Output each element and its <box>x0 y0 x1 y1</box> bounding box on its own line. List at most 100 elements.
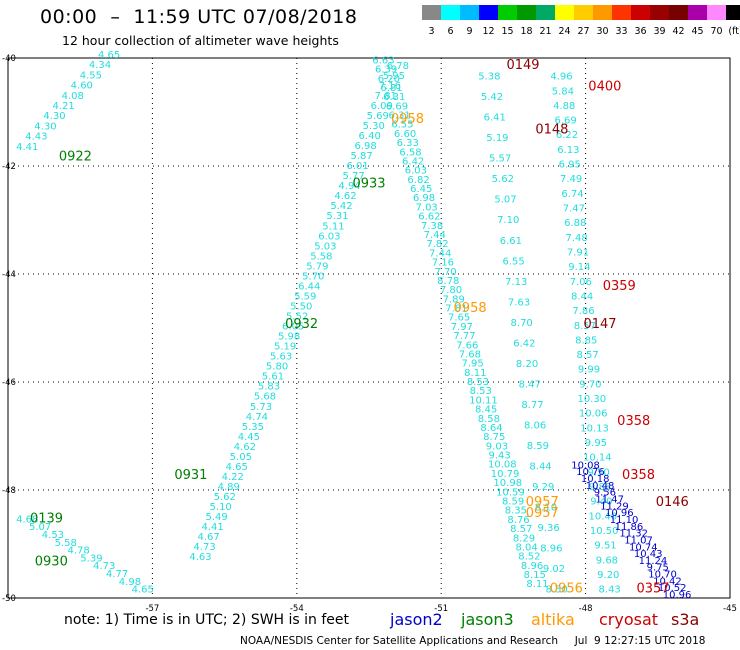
wave-height-value: 6.58 <box>399 147 421 158</box>
wave-height-value: 7.86 <box>572 306 594 317</box>
colorbar-label: 21 <box>539 26 551 37</box>
colorbar-swatch <box>460 5 479 20</box>
wave-height-value: 4.60 <box>71 81 93 92</box>
page-subtitle: 12 hour collection of altimeter wave hei… <box>62 33 339 48</box>
pass-time-label: 0957 <box>526 495 559 510</box>
wave-height-value: 6.82 <box>407 175 429 186</box>
wave-height-value: 9.50 <box>588 467 610 478</box>
wave-height-value: 8.77 <box>521 400 543 411</box>
colorbar-swatch <box>612 5 631 20</box>
wave-height-value: 8.15 <box>524 570 546 581</box>
track-jason2: 10.0810.7610.1810.489.5611.4711.2910.961… <box>571 460 691 601</box>
axis-tick-layer: -57 -54 -51 -48 -45 -40 -42 -44 -46 -48 -50 <box>2 54 737 614</box>
pass-time-label: 0358 <box>617 414 650 429</box>
wave-height-value: 10.30 <box>577 394 606 405</box>
wave-height-value: 4.89 <box>218 482 240 493</box>
wave-height-value: 4.21 <box>52 101 74 112</box>
wave-height-value: 10.70 <box>648 570 677 581</box>
wave-height-value: 9.03 <box>486 441 508 452</box>
y-tick-label: -42 <box>2 162 16 172</box>
wave-height-value: 4.22 <box>222 472 244 483</box>
wave-height-value: 7.06 <box>570 277 592 288</box>
wave-height-value: 8.57 <box>510 524 532 535</box>
wave-height-value: 9.51 <box>594 541 616 552</box>
colorbar-label: 42 <box>672 26 684 37</box>
wave-height-value: 4.65 <box>132 585 154 596</box>
wave-height-value: 4.68 <box>16 514 38 525</box>
wave-height-value: 7.89 <box>443 294 465 305</box>
satellite-legend: jason2 jason3 altika cryosat s3a <box>389 610 699 629</box>
wave-height-value: 7.81 <box>375 91 397 102</box>
wave-height-value: 5.59 <box>294 291 316 302</box>
wave-height-value: 5.19 <box>486 133 508 144</box>
grid-lines <box>8 58 730 598</box>
wave-height-value: 8.53 <box>470 386 492 397</box>
wave-height-value: 5.87 <box>350 151 372 162</box>
wave-height-value: 5.62 <box>492 174 514 185</box>
pass-time-label: 0956 <box>550 582 583 597</box>
legend-jason2: jason2 <box>389 610 443 629</box>
colorbar-label: 70 <box>710 26 722 37</box>
pass-time-label: 0357 <box>636 582 669 597</box>
wave-height-value: 7.13 <box>505 277 527 288</box>
wave-height-value: 10.40 <box>588 511 617 522</box>
colorbar-swatch <box>707 5 726 20</box>
wave-height-value: 7.16 <box>432 258 454 269</box>
wave-height-value: 10.76 <box>576 467 605 478</box>
wave-height-value: 9.70 <box>579 379 601 390</box>
pass-time-label: 0146 <box>656 495 689 510</box>
pass-time-label: 0358 <box>622 468 655 483</box>
x-tick-label: -54 <box>290 604 304 614</box>
wave-height-value: 6.81 <box>380 83 402 94</box>
wave-height-value: 7.97 <box>451 322 473 333</box>
page-title: 00:00 – 11:59 UTC 07/08/2018 <box>40 6 358 28</box>
wave-height-value: 5.84 <box>552 86 574 97</box>
wave-height-value: 6.74 <box>561 189 583 200</box>
wave-height-value: 9.14 <box>568 262 590 273</box>
track-0930: 4.685.074.535.584.785.394.734.774.984.65 <box>16 514 154 595</box>
wave-height-value: 7.66 <box>456 340 478 351</box>
wave-height-value: 4.63 <box>189 552 211 563</box>
colorbar-label: (ft) <box>728 26 740 37</box>
colorbar-label: 18 <box>520 26 532 37</box>
wave-height-value: 8.43 <box>599 585 621 596</box>
wave-height-value: 6.13 <box>557 145 579 156</box>
wave-height-value: 8.96 <box>540 544 562 555</box>
wave-height-value: 8.04 <box>516 542 538 553</box>
wave-height-value: 5.80 <box>266 362 288 373</box>
wave-height-value: 8.70 <box>511 318 533 329</box>
colorbar-swatch <box>422 5 441 20</box>
wave-height-value: 4.41 <box>16 142 38 153</box>
pass-time-label: 0958 <box>454 301 487 316</box>
wave-height-value: 7.03 <box>416 202 438 213</box>
wave-height-value: 8.64 <box>480 423 502 434</box>
wave-height-value: 5.39 <box>80 553 102 564</box>
wave-height-value: 6.63 <box>372 55 394 66</box>
wave-height-value: 7.47 <box>563 204 585 215</box>
colorbar-label: 3 <box>428 26 434 37</box>
wave-height-value: 5.58 <box>310 251 332 262</box>
pass-time-label: 0147 <box>583 317 616 332</box>
colorbar-swatch <box>574 5 593 20</box>
wave-height-value: 5.07 <box>494 195 516 206</box>
wave-height-value: 6.31 <box>389 111 411 122</box>
wave-height-value: 8.45 <box>475 405 497 416</box>
wave-height-value: 7.44 <box>424 230 446 241</box>
wave-height-value: 9.02 <box>543 564 565 575</box>
wave-height-value: 6.42 <box>402 156 424 167</box>
wave-height-value: 9.29 <box>532 482 554 493</box>
pass-time-label: 0359 <box>603 279 636 294</box>
credit-source: NOAA/NESDIS Center for Satellite Applica… <box>240 635 558 647</box>
wave-height-value: 5.05 <box>230 452 252 463</box>
wave-height-value: 5.98 <box>278 332 300 343</box>
wave-height-value: 4.94 <box>338 181 360 192</box>
wave-height-value: 6.03 <box>405 166 427 177</box>
wave-height-value: 4.77 <box>106 569 128 580</box>
colorbar-label: 39 <box>653 26 665 37</box>
wave-height-value: 8.76 <box>507 515 529 526</box>
wave-height-value: 6.09 <box>371 101 393 112</box>
wave-height-value: 10.11 <box>469 395 498 406</box>
wave-height-value: 10.79 <box>491 469 520 480</box>
wave-height-value: 7.70 <box>434 267 456 278</box>
